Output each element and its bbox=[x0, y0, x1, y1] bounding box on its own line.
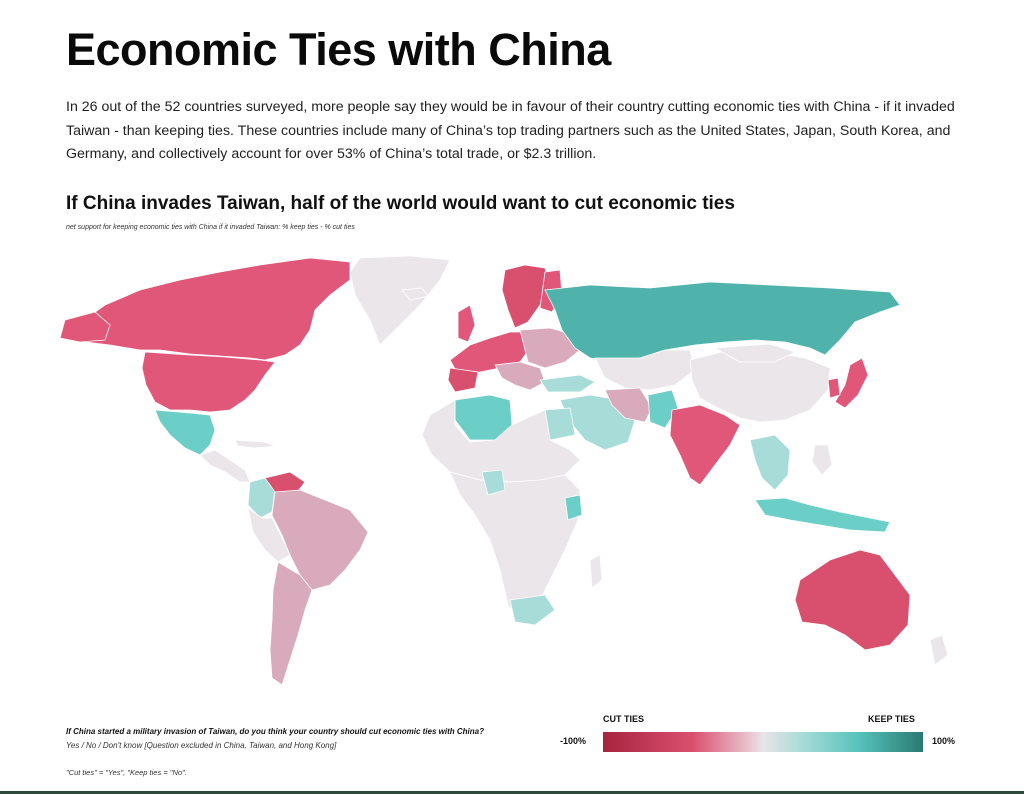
legend-gradient-bar bbox=[603, 732, 923, 752]
region-caribbean bbox=[234, 439, 276, 449]
country-iceland bbox=[401, 287, 429, 301]
country-mexico bbox=[154, 409, 216, 456]
map-title: If China invades Taiwan, half of the wor… bbox=[66, 193, 735, 214]
country-brazil bbox=[271, 489, 369, 591]
legend-max-label: 100% bbox=[932, 736, 956, 746]
country-turkey bbox=[539, 374, 596, 393]
country-south-korea bbox=[827, 377, 841, 399]
country-japan bbox=[834, 357, 869, 409]
country-nigeria bbox=[481, 469, 506, 496]
country-greenland bbox=[349, 255, 451, 346]
map-subtitle: net support for keeping economic ties wi… bbox=[66, 224, 355, 231]
country-philippines bbox=[811, 444, 833, 476]
world-map-svg bbox=[59, 255, 949, 686]
region-central-asia bbox=[594, 349, 696, 391]
country-venezuela bbox=[264, 471, 306, 496]
region-central-america bbox=[199, 449, 251, 483]
legend-cut-label: CUT TIES bbox=[603, 714, 645, 724]
country-alaska bbox=[59, 311, 111, 343]
country-new-zealand bbox=[929, 634, 949, 666]
footer-options: Yes / No / Don't know [Question excluded… bbox=[66, 741, 337, 750]
region-scandinavia bbox=[501, 264, 551, 329]
country-iran bbox=[604, 387, 653, 423]
region-sub-saharan-africa bbox=[449, 471, 581, 621]
country-mongolia bbox=[713, 343, 797, 363]
region-north-africa bbox=[421, 399, 581, 483]
legend-keep-label: KEEP TIES bbox=[868, 714, 915, 724]
country-argentina bbox=[269, 561, 313, 686]
country-australia bbox=[794, 549, 911, 651]
legend-min-label: -100% bbox=[560, 736, 587, 746]
country-united-states bbox=[141, 351, 276, 413]
country-russia bbox=[544, 281, 901, 363]
country-indonesia bbox=[754, 497, 891, 533]
footer-question: If China started a military invasion of … bbox=[66, 727, 484, 736]
country-canada bbox=[69, 257, 351, 361]
country-india bbox=[669, 404, 741, 486]
bottom-border bbox=[0, 791, 1024, 794]
region-iberia bbox=[447, 367, 479, 393]
footer-note: "Cut ties" = "Yes", "Keep ties = "No". bbox=[66, 768, 187, 777]
country-south-africa bbox=[509, 594, 556, 626]
country-madagascar bbox=[589, 554, 603, 589]
page-title: Economic Ties with China bbox=[66, 24, 611, 75]
region-south-europe bbox=[494, 361, 546, 391]
intro-paragraph: In 26 out of the 52 countries surveyed, … bbox=[66, 99, 955, 162]
world-map bbox=[50, 250, 980, 710]
color-legend: CUT TIES KEEP TIES -100% 100% bbox=[560, 712, 970, 762]
country-kenya bbox=[564, 494, 583, 521]
country-united-kingdom bbox=[457, 304, 476, 343]
region-southeast-asia bbox=[749, 434, 791, 491]
region-eastern-europe bbox=[519, 327, 581, 369]
region-andes bbox=[247, 507, 291, 563]
